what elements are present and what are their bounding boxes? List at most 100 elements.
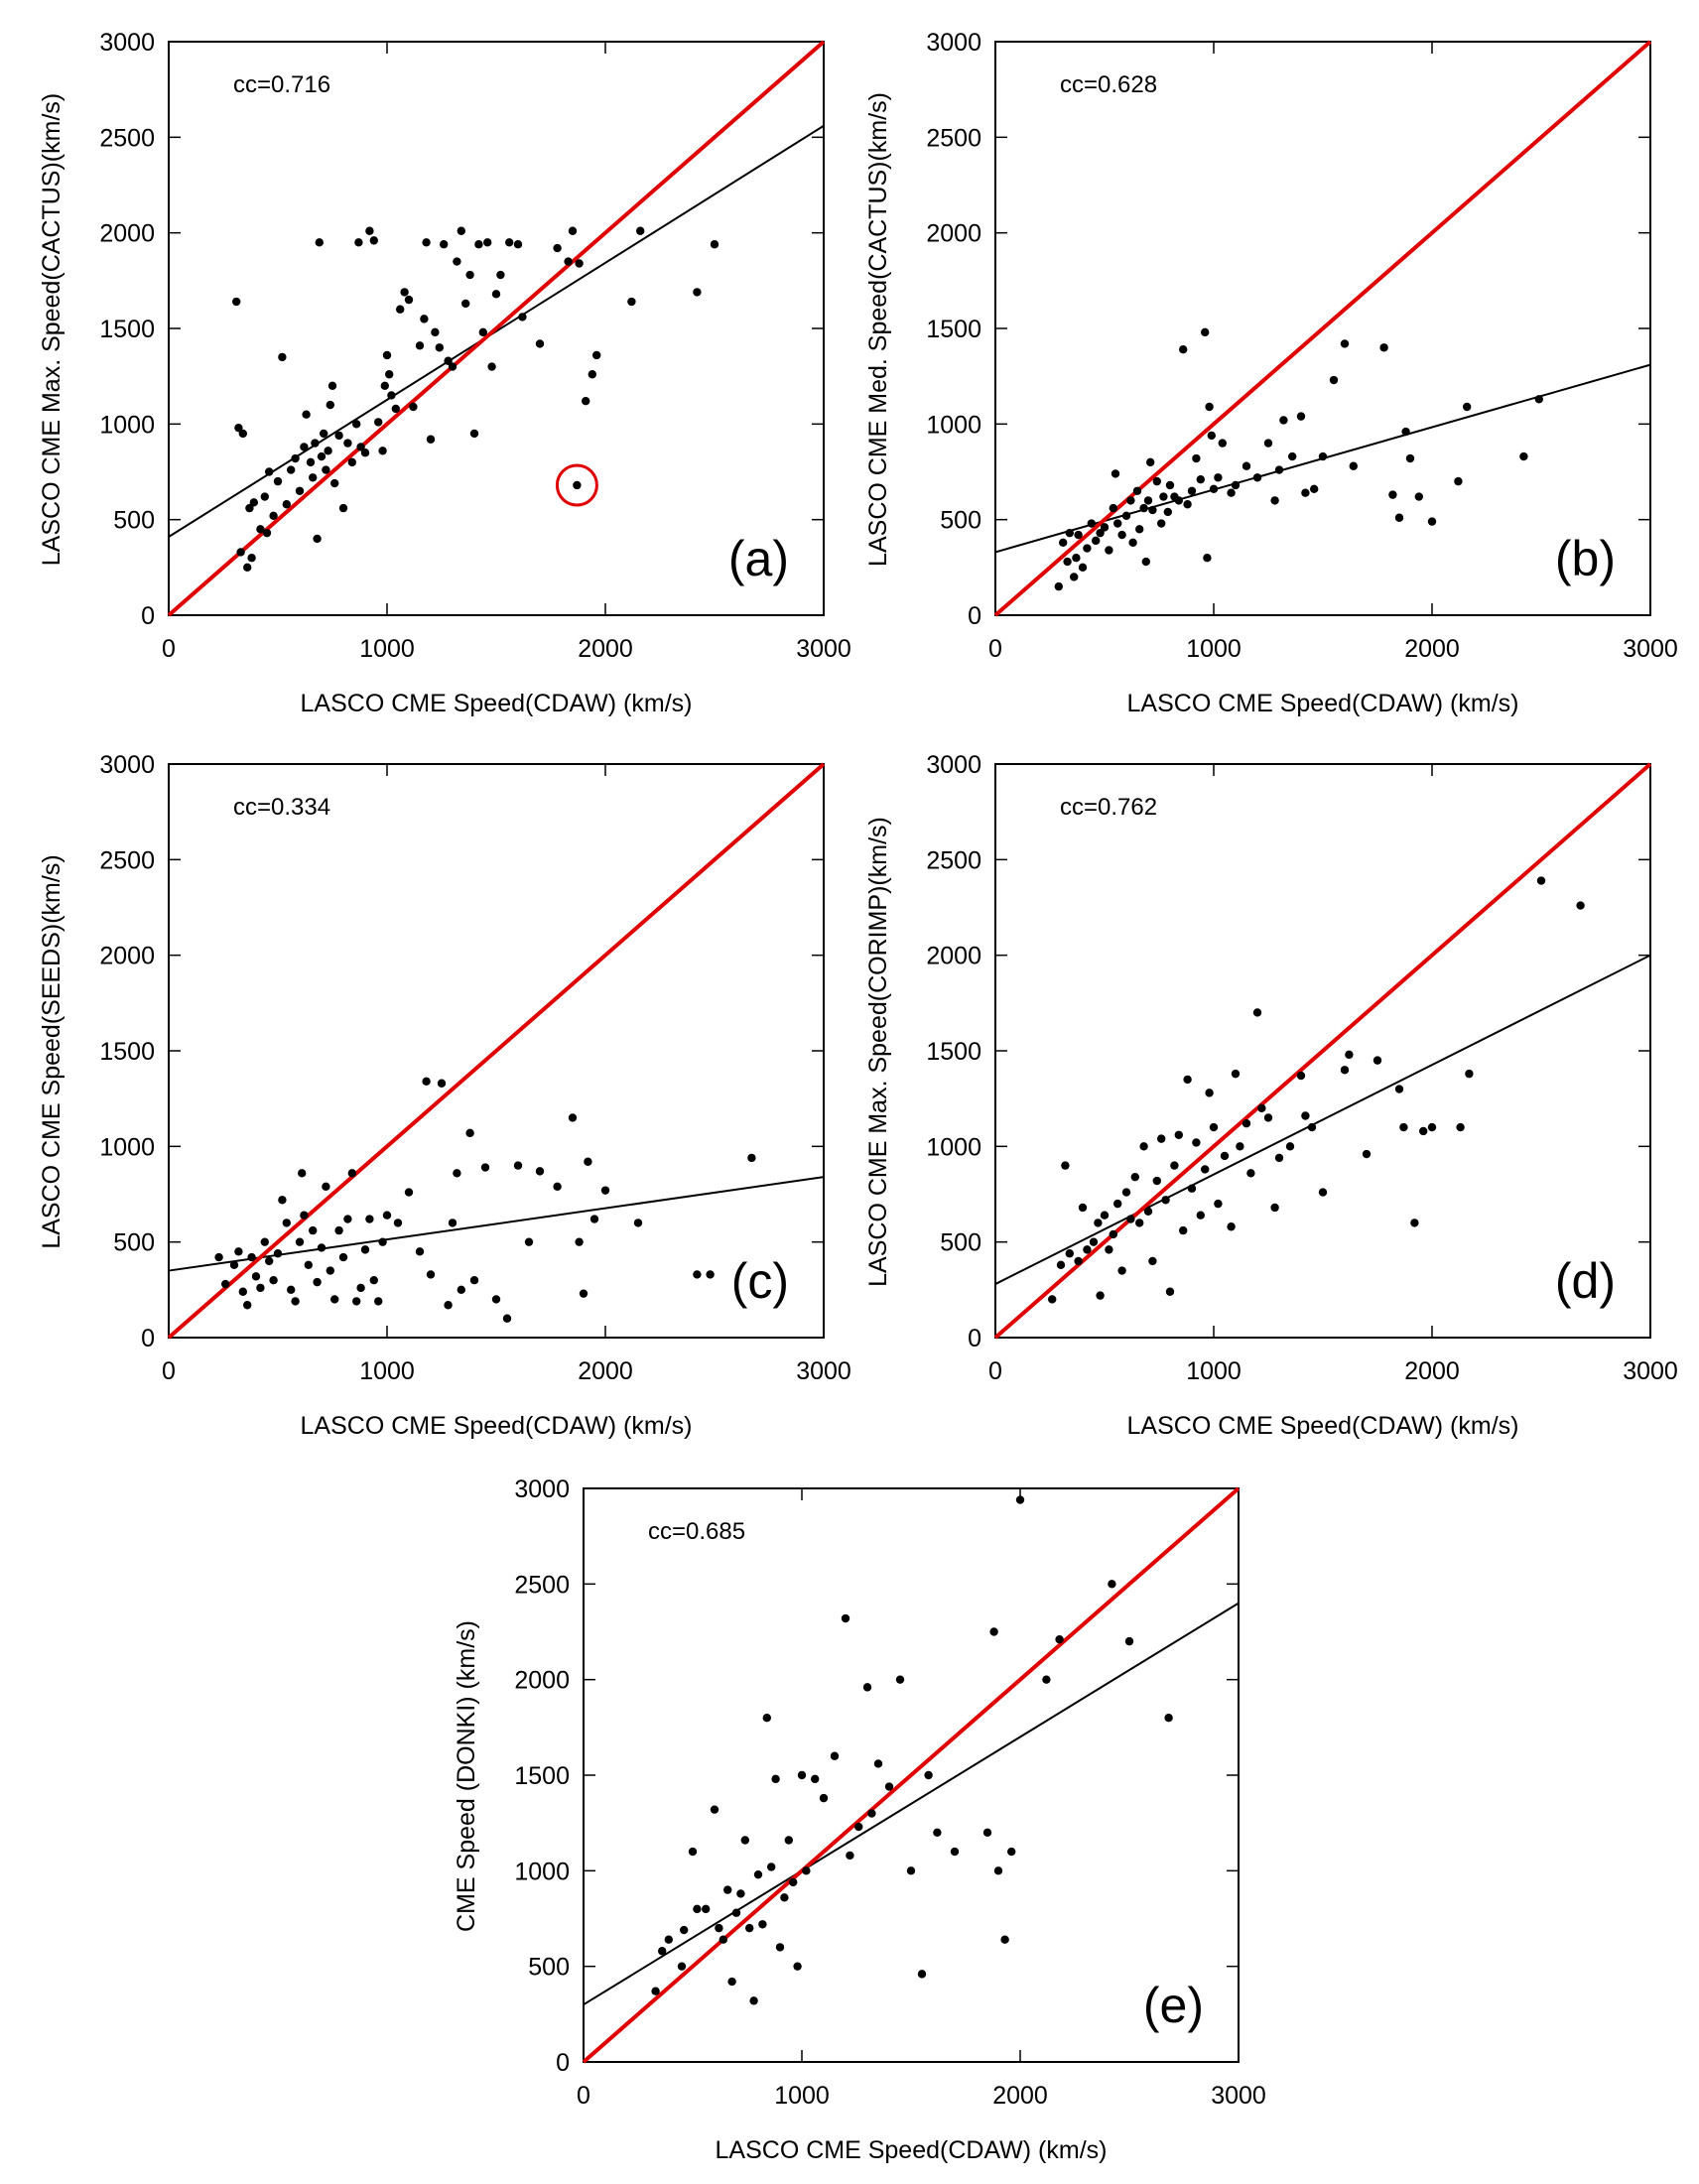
x-axis-label: LASCO CME Speed(CDAW) (km/s) [1127,1412,1519,1440]
x-tick-label: 3000 [1623,635,1678,663]
data-point [469,1276,479,1285]
x-tick-label: 0 [577,2082,590,2110]
data-point [1274,465,1284,474]
y-tick-label: 3000 [926,751,981,779]
identity-line [167,40,826,617]
data-point [906,1866,916,1875]
data-point [327,381,337,390]
y-tick-label: 2500 [926,124,981,152]
data-point [1148,505,1157,515]
data-point [924,1770,933,1780]
data-point [330,478,339,488]
data-point [1203,554,1212,563]
data-point [249,498,258,507]
y-tick-label: 1500 [99,1038,155,1066]
data-point [1055,1635,1064,1644]
data-point [1117,530,1126,540]
data-point [1117,1266,1126,1275]
y-tick-label: 0 [968,1325,981,1352]
data-point [435,343,444,352]
cc-label: cc=0.334 [233,794,330,821]
data-point [1187,1184,1197,1193]
x-tick-label: 0 [162,1357,176,1385]
data-point [278,352,287,362]
data-point [1130,1172,1139,1182]
data-point [1263,439,1273,448]
data-point [382,1211,392,1220]
data-point [1427,1122,1437,1132]
data-point [221,1279,230,1289]
data-point [950,1847,960,1857]
data-point [1096,1291,1105,1300]
data-point [573,480,582,490]
data-point [1414,492,1423,501]
panel-a: LASCO CME Speed(CDAW) (km/s) LASCO CME M… [38,29,851,717]
data-point [1000,1935,1009,1944]
data-point [1072,554,1081,563]
data-point [415,1247,425,1256]
data-point [1349,461,1358,470]
data-point [719,1935,727,1944]
data-point [1152,1176,1161,1186]
data-point [989,1627,998,1636]
data-point [437,1079,447,1088]
data-point [758,1920,767,1929]
data-point [1109,503,1117,513]
data-point [440,240,449,249]
data-point [1141,557,1150,567]
data-point [513,1161,523,1170]
data-point [505,238,514,247]
data-point [260,1237,269,1246]
data-point [287,465,296,474]
data-point [256,525,265,534]
data-point [1165,480,1175,490]
data-point [282,500,291,509]
y-tick-label: 1000 [99,1133,155,1161]
data-point [426,435,436,444]
data-point [1362,1149,1372,1159]
data-point [1105,546,1113,555]
data-point [775,1943,785,1952]
data-point [347,457,356,467]
data-point [374,418,383,427]
panel-c: LASCO CME Speed(CDAW) (km/s) LASCO CME S… [38,751,851,1440]
data-point [710,1805,719,1814]
data-point [749,1996,758,2005]
data-point [1061,1161,1070,1170]
data-point [1152,476,1161,486]
data-point [1257,1103,1266,1112]
data-point [1394,513,1404,522]
data-point [1183,1075,1192,1085]
data-point [895,1675,905,1684]
data-point [1074,530,1083,540]
data-point [693,288,702,297]
y-tick-label: 2000 [99,943,155,970]
data-point [854,1822,863,1832]
data-point [1063,557,1072,567]
data-point [1042,1675,1051,1684]
data-point [431,327,440,337]
y-tick-label: 500 [528,1954,570,1982]
data-point [1288,451,1297,461]
data-point [1209,484,1219,494]
data-point [1263,1113,1273,1122]
data-point [404,1188,414,1197]
data-point [1318,451,1328,461]
data-point [1207,431,1216,441]
y-tick-label: 1500 [926,1038,981,1066]
data-point [1214,1199,1223,1209]
data-point [582,397,590,406]
data-point [295,1237,305,1246]
y-tick-label: 1000 [99,411,155,439]
data-point [1340,339,1350,348]
y-tick-label: 1500 [514,1762,570,1790]
data-point [1165,1287,1175,1296]
data-point [356,1283,365,1293]
data-point [1534,395,1543,404]
y-tick-label: 1500 [99,316,155,343]
panel-tag: (b) [1555,531,1616,586]
data-point [469,429,479,439]
data-point [1201,1165,1210,1174]
x-tick-label: 3000 [1623,1357,1678,1385]
data-point [300,443,309,451]
